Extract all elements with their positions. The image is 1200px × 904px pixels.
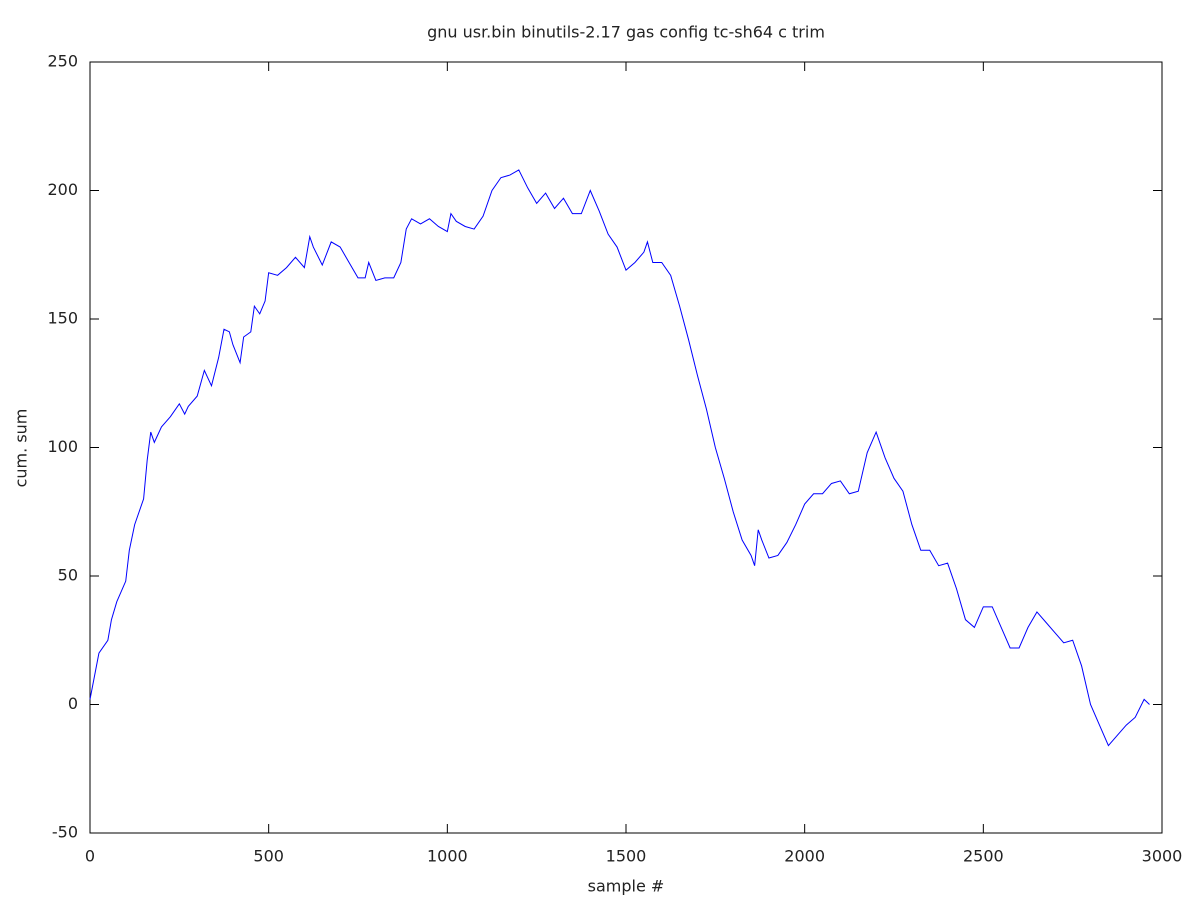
plot-frame — [89, 61, 1163, 834]
x-tick-label: 1500 — [606, 847, 647, 866]
y-tick-label: 150 — [47, 309, 78, 328]
x-tick-label: 500 — [253, 847, 284, 866]
x-tick-label: 1000 — [427, 847, 468, 866]
y-tick-label: 250 — [47, 52, 78, 71]
data-line — [89, 169, 1150, 747]
y-tick-label: 50 — [58, 566, 78, 585]
y-tick-label: 200 — [47, 180, 78, 199]
x-tick-label: 2000 — [784, 847, 825, 866]
y-tick-label: -50 — [52, 823, 78, 842]
y-tick-label: 100 — [47, 437, 78, 456]
y-tick-label: 0 — [68, 694, 78, 713]
y-axis-label: cum. sum — [12, 409, 31, 488]
chart-title: gnu usr.bin binutils-2.17 gas config tc-… — [427, 23, 825, 42]
x-axis-label: sample # — [588, 877, 665, 896]
x-tick-label: 3000 — [1142, 847, 1183, 866]
x-tick-label: 2500 — [963, 847, 1004, 866]
x-tick-label: 0 — [85, 847, 95, 866]
